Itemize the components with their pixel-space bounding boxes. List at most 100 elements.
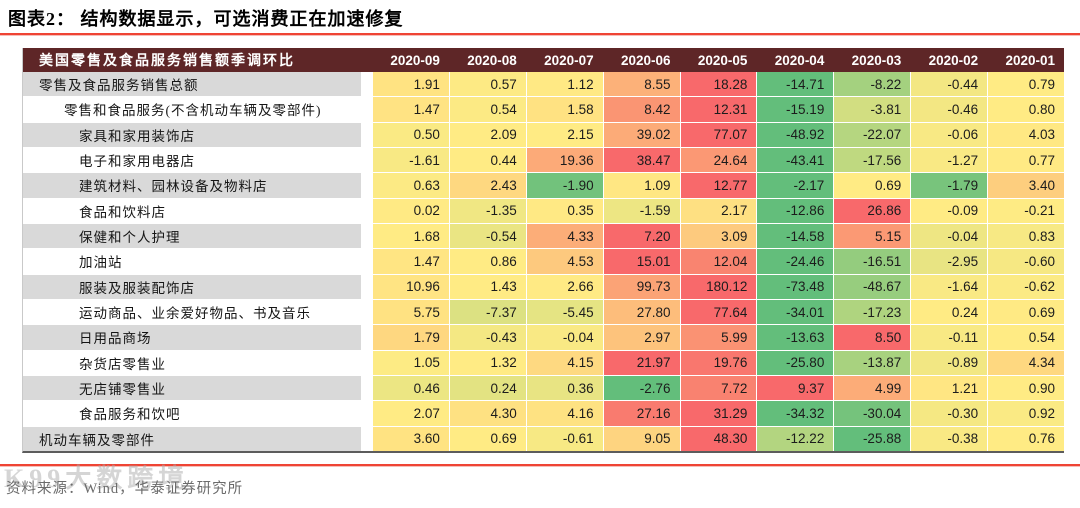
- heatmap-cell: 1.68: [373, 224, 449, 249]
- heatmap-cell: 0.57: [449, 72, 526, 97]
- heatmap-cell: 0.69: [449, 426, 526, 451]
- heatmap-cell: 4.53: [526, 249, 603, 274]
- heatmap-cell: -13.63: [757, 325, 834, 350]
- heatmap-cell: 0.90: [988, 376, 1064, 401]
- heatmap-cell: 2.07: [373, 401, 449, 426]
- label-gutter: [362, 249, 372, 274]
- heatmap-cell: 0.44: [449, 148, 526, 173]
- heatmap-cell: 5.99: [680, 325, 757, 350]
- column-header: 2020-05: [697, 52, 748, 68]
- heatmap-cell: -22.07: [834, 122, 911, 147]
- heatmap-cell: 10.96: [373, 274, 449, 299]
- heatmap-cell: 77.64: [680, 300, 757, 325]
- heatmap-cell: 0.46: [373, 376, 449, 401]
- heatmap-cell: 19.76: [680, 350, 757, 375]
- heatmap-cell: -1.64: [911, 274, 988, 299]
- heatmap-cell: 9.37: [757, 376, 834, 401]
- row-label: 家具和家用装饰店: [23, 122, 361, 147]
- label-gutter: [362, 224, 372, 249]
- heatmap-cell: 21.97: [603, 350, 680, 375]
- heatmap-cell: -1.35: [449, 198, 526, 223]
- bottom-rule: [0, 464, 1080, 467]
- heatmap-cell: 1.09: [603, 173, 680, 198]
- heatmap-cell: -0.06: [911, 122, 988, 147]
- table-header-row: 美国零售及食品服务销售额季调环比 2020-09 2020-08 2020-07 20…: [23, 48, 1064, 72]
- heatmap-cell: 0.79: [988, 72, 1064, 97]
- row-label: 服装及服装配饰店: [23, 274, 361, 299]
- heatmap-cell: -2.76: [603, 376, 680, 401]
- heatmap-cell: 0.92: [988, 401, 1064, 426]
- heatmap-cell: 12.04: [680, 249, 757, 274]
- heatmap-cell: 4.34: [988, 350, 1064, 375]
- figure-title: 图表2： 结构数据显示，可选消费正在加速修复: [8, 9, 404, 29]
- heatmap-cell: -0.43: [449, 325, 526, 350]
- row-label: 保健和个人护理: [23, 224, 361, 249]
- heatmap-cell: -1.79: [911, 173, 988, 198]
- heatmap-cell: 31.29: [680, 401, 757, 426]
- heatmap-cell: 1.91: [373, 72, 449, 97]
- row-label: 机动车辆及零部件: [23, 426, 361, 451]
- heatmap-cell: 12.31: [680, 97, 757, 122]
- label-gutter: [362, 97, 372, 122]
- heatmap-cell: -43.41: [757, 148, 834, 173]
- heatmap-cell: 180.12: [680, 274, 757, 299]
- heatmap-cell: -34.01: [757, 300, 834, 325]
- heatmap-cell: 2.97: [603, 325, 680, 350]
- heatmap-cell: 1.05: [373, 350, 449, 375]
- label-gutter: [362, 122, 372, 147]
- row-label: 杂货店零售业: [23, 350, 361, 375]
- heatmap-cell: -17.23: [834, 300, 911, 325]
- heatmap-cell: 2.09: [449, 122, 526, 147]
- heatmap-cell: 0.69: [834, 173, 911, 198]
- heatmap-cell: -0.09: [911, 198, 988, 223]
- heatmap-cell: -0.44: [911, 72, 988, 97]
- heatmap-cell: -14.58: [757, 224, 834, 249]
- heatmap-cell: -2.17: [757, 173, 834, 198]
- heatmap-cell: 8.50: [834, 325, 911, 350]
- heatmap-cell: -1.90: [526, 173, 603, 198]
- heatmap-cell: 0.76: [988, 426, 1064, 451]
- heatmap-cell: 0.69: [988, 300, 1064, 325]
- heatmap-cell: 0.54: [449, 97, 526, 122]
- heatmap-cell: -1.61: [373, 148, 449, 173]
- heatmap-cell: -1.59: [603, 198, 680, 223]
- heatmap-cell: -24.46: [757, 249, 834, 274]
- heatmap-cell: 38.47: [603, 148, 680, 173]
- heatmap-cell: 1.43: [449, 274, 526, 299]
- heatmap-cell: -7.37: [449, 300, 526, 325]
- heatmap-cell: 26.86: [834, 198, 911, 223]
- heatmap-cell: 8.55: [603, 72, 680, 97]
- heatmap-cell: 0.02: [373, 198, 449, 223]
- heatmap-cell: 5.15: [834, 224, 911, 249]
- column-header: 2020-09: [390, 52, 440, 68]
- heatmap-cell: -15.19: [757, 97, 834, 122]
- heatmap-cell: 1.58: [526, 97, 603, 122]
- heatmap-cell: -0.60: [988, 249, 1064, 274]
- heatmap-cell: 1.47: [373, 249, 449, 274]
- heatmap-cell: 0.86: [449, 249, 526, 274]
- heatmap-cell: -0.30: [911, 401, 988, 426]
- label-gutter: [362, 148, 372, 173]
- heatmap-cell: -8.22: [834, 72, 911, 97]
- heatmap-cell: 2.66: [526, 274, 603, 299]
- row-label: 零售和食品服务(不含机动车辆及零部件): [23, 97, 361, 122]
- heatmap-cell: -34.32: [757, 401, 834, 426]
- heatmap-table: 美国零售及食品服务销售额季调环比 2020-09 2020-08 2020-07 20…: [22, 48, 1064, 453]
- heatmap-cell: -3.81: [834, 97, 911, 122]
- heatmap-cell: 9.05: [603, 426, 680, 451]
- heatmap-cell: 4.03: [988, 122, 1064, 147]
- row-label: 食品服务和饮吧: [23, 401, 361, 426]
- heatmap-cell: 3.40: [988, 173, 1064, 198]
- heatmap-cell: 99.73: [603, 274, 680, 299]
- label-gutter: [362, 325, 372, 350]
- heatmap-cell: 27.16: [603, 401, 680, 426]
- heatmap-cell: 1.47: [373, 97, 449, 122]
- heatmap-cell: 2.15: [526, 122, 603, 147]
- column-header: 2020-08: [467, 52, 517, 68]
- top-rule: [0, 33, 1080, 36]
- heatmap-cell: 2.43: [449, 173, 526, 198]
- heatmap-cell: -0.11: [911, 325, 988, 350]
- heatmap-cell: 0.77: [988, 148, 1064, 173]
- heatmap-cell: -0.62: [988, 274, 1064, 299]
- column-header: 2020-01: [1005, 52, 1055, 68]
